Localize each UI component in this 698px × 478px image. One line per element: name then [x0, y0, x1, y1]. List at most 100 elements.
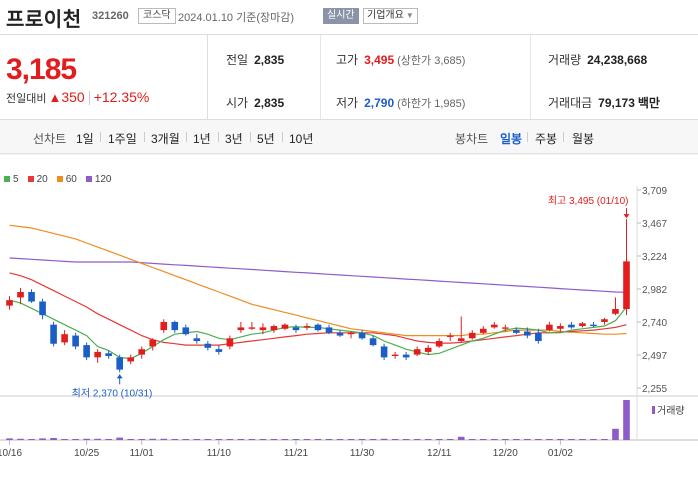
candle-body: [413, 349, 421, 355]
candle-body: [479, 328, 487, 333]
date-text: 2024.01.10 기준(장마감): [178, 12, 295, 24]
volume-bar: [149, 438, 157, 440]
volume-bar: [601, 439, 608, 440]
volume-value: 24,238,668: [587, 53, 648, 67]
prev-close-value: 2,835: [254, 53, 285, 67]
period-bar: 선차트 1일 1주일 3개월 1년 3년 5년 10년 봉차트 일봉 주봉 월봉: [0, 120, 698, 154]
legend-swatch: [85, 176, 92, 183]
volume-bar: [193, 439, 201, 440]
candle-body: [358, 332, 366, 339]
volume-bar: [446, 439, 454, 440]
volume-bar: [490, 439, 498, 440]
candle-body: [248, 327, 256, 329]
divider: [218, 132, 219, 142]
candle-body: [127, 357, 135, 362]
candle-body: [435, 341, 443, 347]
legend-label: 60: [65, 174, 77, 185]
lower-limit: (하한가 1,985): [397, 98, 466, 110]
legend-item-ma60[interactable]: 60: [56, 174, 77, 185]
candle-body: [138, 349, 146, 355]
legend-item-ma120[interactable]: 120: [85, 174, 112, 185]
upper-limit: (상한가 3,685): [397, 55, 466, 67]
y-tick-label: 3,709: [642, 186, 667, 197]
tab-1w[interactable]: 1주일: [108, 132, 137, 146]
x-tick-label: 12/11: [427, 448, 452, 459]
company-overview-dropdown[interactable]: 기업개요 ▼: [363, 8, 418, 24]
y-tick-label: 3,224: [642, 252, 667, 263]
tab-10y[interactable]: 10년: [289, 132, 314, 146]
y-tick-label: 2,740: [642, 318, 667, 329]
ma120-line: [9, 257, 627, 293]
candle-body: [237, 327, 245, 331]
price-chart[interactable]: 5 20 60 120 3,709 3,467 3,224 2,982 2,740 2,497 2…: [0, 154, 698, 478]
y-tick-label: 2,255: [642, 384, 667, 395]
candle-body: [623, 261, 630, 310]
x-tick-label: 11/10: [207, 448, 232, 459]
x-tick-label: 01/02: [548, 448, 573, 459]
volume-bar: [568, 439, 575, 440]
candle-body: [193, 338, 201, 342]
tab-3y[interactable]: 3년: [225, 132, 243, 146]
volume: 거래량 24,238,668: [548, 51, 647, 68]
x-tick-label: 12/20: [493, 448, 518, 459]
volume-bar: [215, 439, 223, 440]
legend-label: 120: [94, 174, 112, 185]
volume-bar: [424, 439, 432, 440]
candle-body: [424, 347, 432, 352]
legend-label: 5: [13, 174, 19, 185]
candle-body: [72, 335, 79, 347]
volume-bar: [325, 439, 333, 440]
volume-bar: [17, 438, 24, 440]
divider: [282, 132, 283, 142]
candle-body: [490, 324, 498, 328]
x-tick-label: 10/25: [74, 448, 99, 459]
y-tick-label: 3,467: [642, 219, 667, 230]
volume-bar: [579, 439, 586, 440]
tab-monthly[interactable]: 월봉: [572, 132, 595, 146]
chevron-down-icon: ▼: [405, 11, 414, 20]
open-price: 시가 2,835: [226, 94, 284, 111]
candle-body: [590, 324, 597, 327]
tab-3m[interactable]: 3개월: [151, 132, 180, 146]
tab-1d[interactable]: 1일: [76, 132, 94, 146]
company-overview-label: 기업개요: [367, 10, 404, 21]
tab-5y[interactable]: 5년: [257, 132, 275, 146]
y-tick-label: 2,982: [642, 285, 667, 296]
volume-bar: [6, 438, 13, 440]
chart-svg[interactable]: 3,709 3,467 3,224 2,982 2,740 2,497 2,255 10/16…: [0, 154, 698, 478]
tab-1y[interactable]: 1년: [193, 132, 211, 146]
change-row: 전일대비 ▲350 +12.35%: [6, 89, 149, 106]
market-badge: 코스닥: [138, 8, 176, 24]
candle-body: [28, 291, 35, 302]
change-rate: +12.35%: [93, 89, 150, 105]
ma60-line: [9, 224, 627, 337]
volume-bar: [61, 439, 68, 440]
candle-body: [325, 327, 333, 333]
volume-bar: [457, 436, 465, 440]
volume-bar: [369, 439, 377, 440]
volume-bar: [105, 439, 112, 440]
legend-item-ma5[interactable]: 5: [4, 174, 19, 185]
volume-bar: [50, 438, 57, 440]
candle-body: [61, 334, 68, 343]
current-price: 3,185: [6, 53, 77, 86]
candle-body: [17, 291, 24, 298]
candle-body: [204, 343, 212, 348]
high-value: 3,495: [364, 53, 395, 67]
divider: [530, 35, 531, 119]
realtime-button[interactable]: 실시간: [323, 8, 359, 24]
legend-item-ma20[interactable]: 20: [27, 174, 48, 185]
volume-legend-swatch: [652, 406, 655, 414]
volume-bar: [83, 438, 90, 440]
tab-daily[interactable]: 일봉: [500, 132, 523, 146]
amount-label: 거래대금: [548, 96, 593, 110]
volume-bar: [39, 438, 46, 440]
tab-weekly[interactable]: 주봉: [535, 132, 558, 146]
candle-body: [182, 327, 190, 335]
volume-bar: [336, 439, 344, 440]
amount-value: 79,173: [598, 96, 635, 110]
divider: [527, 132, 528, 142]
volume-bar: [391, 439, 399, 440]
high-annotation: 최고 3,495 (01/10): [548, 195, 629, 207]
candle-body: [568, 324, 575, 328]
